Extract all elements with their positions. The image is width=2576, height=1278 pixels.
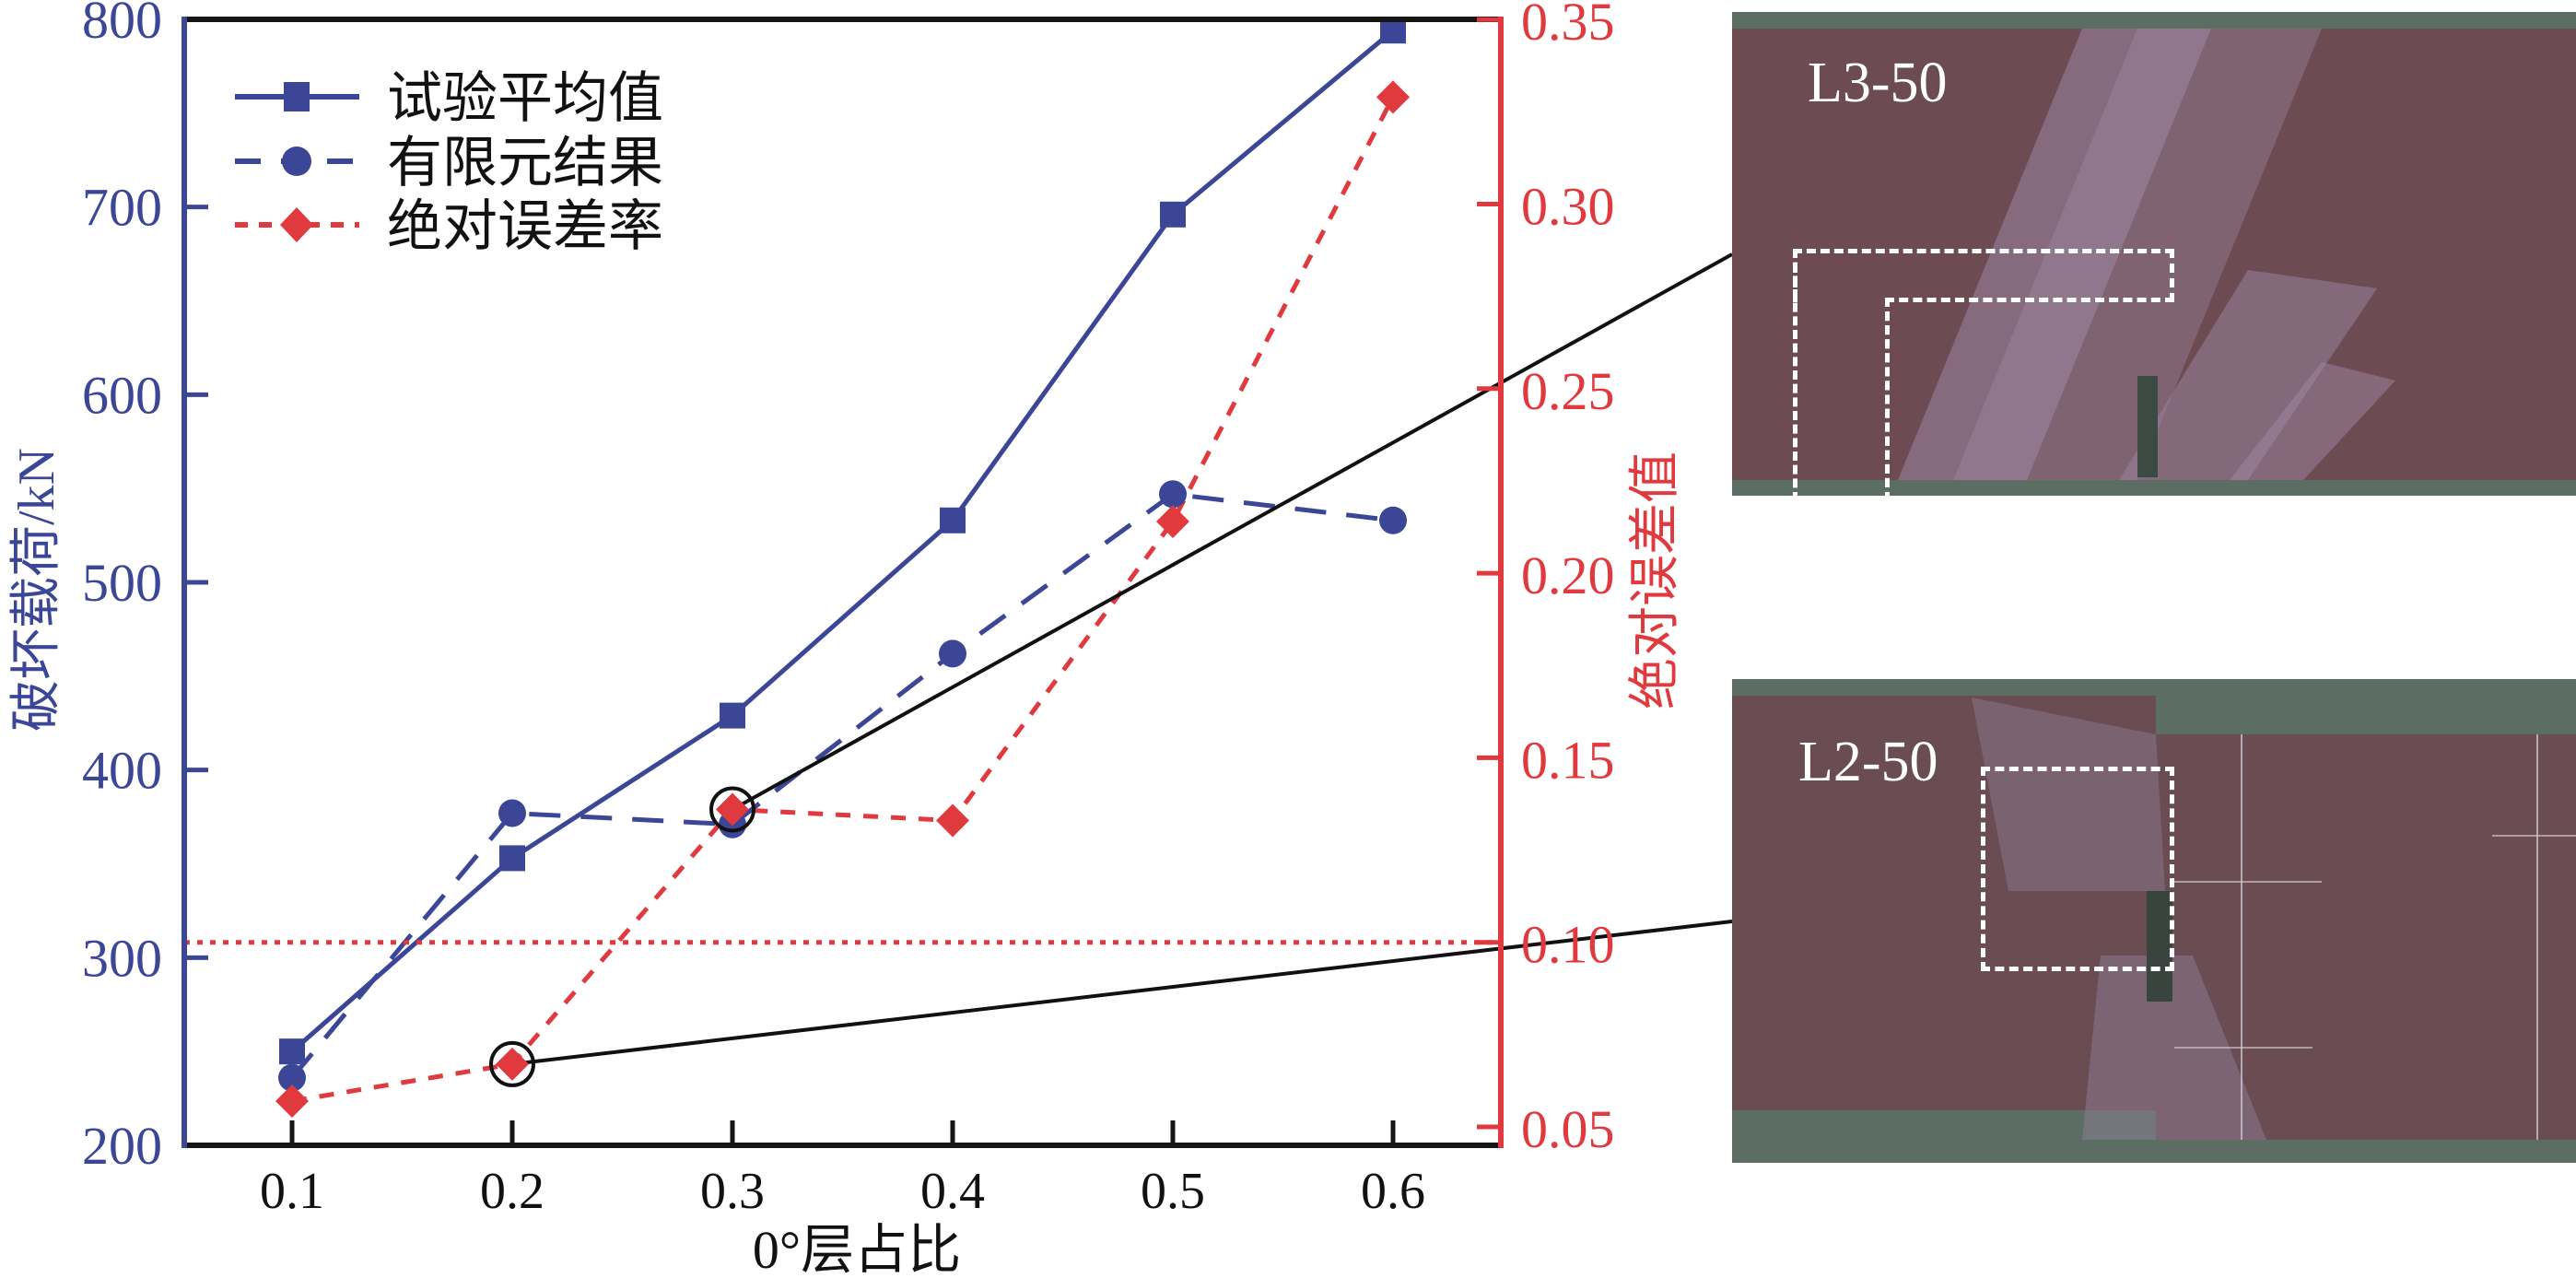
photo-connectors <box>511 252 1732 1066</box>
legend-label: 有限元结果 <box>387 131 663 195</box>
damage-box-left <box>1793 249 1889 496</box>
highlight-circle-L3-50 <box>709 786 755 833</box>
marker-circle-0.2 <box>498 799 526 827</box>
marker-diamond-0.4 <box>936 803 969 838</box>
right-y-tick-label: 0.25 <box>1521 361 1615 421</box>
legend-item-3: 绝对误差率 <box>235 194 663 259</box>
highlight-circle-L2-50 <box>489 1040 535 1087</box>
damage-box-inner-left <box>1885 298 1890 496</box>
legend-square-icon <box>284 82 310 111</box>
marker-square-0.2 <box>499 845 525 872</box>
marker-square-0.3 <box>720 702 745 729</box>
right-y-tick-label: 0.10 <box>1521 915 1615 975</box>
x-tick-label: 0.5 <box>1141 1163 1205 1220</box>
photo-label-l3-50: L3-50 <box>1808 52 1948 114</box>
photo-l3-50: L3-50 <box>1732 12 2576 496</box>
marker-circle-0.4 <box>939 639 966 668</box>
marker-square-0.1 <box>279 1038 305 1065</box>
legend-label: 绝对误差率 <box>387 194 663 259</box>
left-y-tick-label: 800 <box>82 0 162 50</box>
marker-diamond-0.1 <box>275 1084 309 1118</box>
photo-l2-50: L2-50 <box>1732 679 2576 1163</box>
legend-circle-icon <box>282 147 311 176</box>
right-y-axis-title: 绝对误差值 <box>1627 451 1684 709</box>
marker-diamond-0.2 <box>496 1047 529 1081</box>
legend-item-2: 有限元结果 <box>235 131 663 195</box>
right-y-tick-label: 0.35 <box>1521 0 1615 52</box>
connector-line-L3-50 <box>732 252 1732 812</box>
right-y-tick-label: 0.05 <box>1521 1099 1615 1159</box>
x-tick-label: 0.6 <box>1361 1163 1425 1220</box>
x-tick-label: 0.3 <box>700 1163 765 1220</box>
legend-diamond-icon <box>280 207 313 242</box>
connector-line-L2-50 <box>511 920 1732 1066</box>
right-y-tick-label: 0.15 <box>1521 730 1615 790</box>
damage-box-inner <box>1885 298 2174 496</box>
marker-diamond-0.5 <box>1156 505 1189 539</box>
legend-item-1: 试验平均值 <box>235 66 663 131</box>
marker-diamond-0.6 <box>1376 80 1410 114</box>
left-y-tick-label: 300 <box>82 928 162 988</box>
damage-box-l2-50 <box>1981 767 2174 971</box>
legend-label: 试验平均值 <box>387 66 663 131</box>
series-markers <box>275 18 1410 1118</box>
chart: 0.1 0.2 0.3 0.4 0.5 0.6 0°层占比 200 300 400 500 600 70… <box>8 0 1732 1278</box>
marker-circle-0.5 <box>1159 480 1187 509</box>
left-y-tick-label: 500 <box>82 553 162 613</box>
left-y-tick-label: 600 <box>82 365 162 425</box>
marker-circle-0.6 <box>1379 506 1407 534</box>
right-y-tick-label: 0.30 <box>1521 177 1615 237</box>
right-y-tick-label: 0.20 <box>1521 545 1615 605</box>
specimen-image-l3-50 <box>1732 12 2576 496</box>
left-y-axis-title: 破坏载荷/kN <box>8 448 65 732</box>
specimen-image-l2-50 <box>1732 679 2576 1163</box>
series-line-3 <box>291 96 1396 1104</box>
photo-label-l2-50: L2-50 <box>1798 731 1938 793</box>
left-y-tick-label: 700 <box>82 178 162 238</box>
marker-square-0.5 <box>1160 201 1186 228</box>
marker-circle-0.1 <box>278 1063 306 1092</box>
x-tick-label: 0.2 <box>480 1163 544 1220</box>
axes: 0.1 0.2 0.3 0.4 0.5 0.6 0°层占比 200 300 400 500 600 70… <box>8 0 1684 1278</box>
marker-diamond-0.3 <box>716 792 749 827</box>
x-tick-label: 0.1 <box>260 1163 324 1220</box>
marker-square-0.4 <box>940 507 966 533</box>
x-tick-label: 0.4 <box>920 1163 985 1220</box>
series-line-2 <box>290 491 1394 1080</box>
series-lines <box>290 29 1396 1104</box>
left-y-tick-label: 400 <box>82 741 162 801</box>
x-axis-title: 0°层占比 <box>753 1220 961 1278</box>
left-y-tick-label: 200 <box>82 1116 162 1176</box>
series-line-1 <box>290 29 1395 1054</box>
